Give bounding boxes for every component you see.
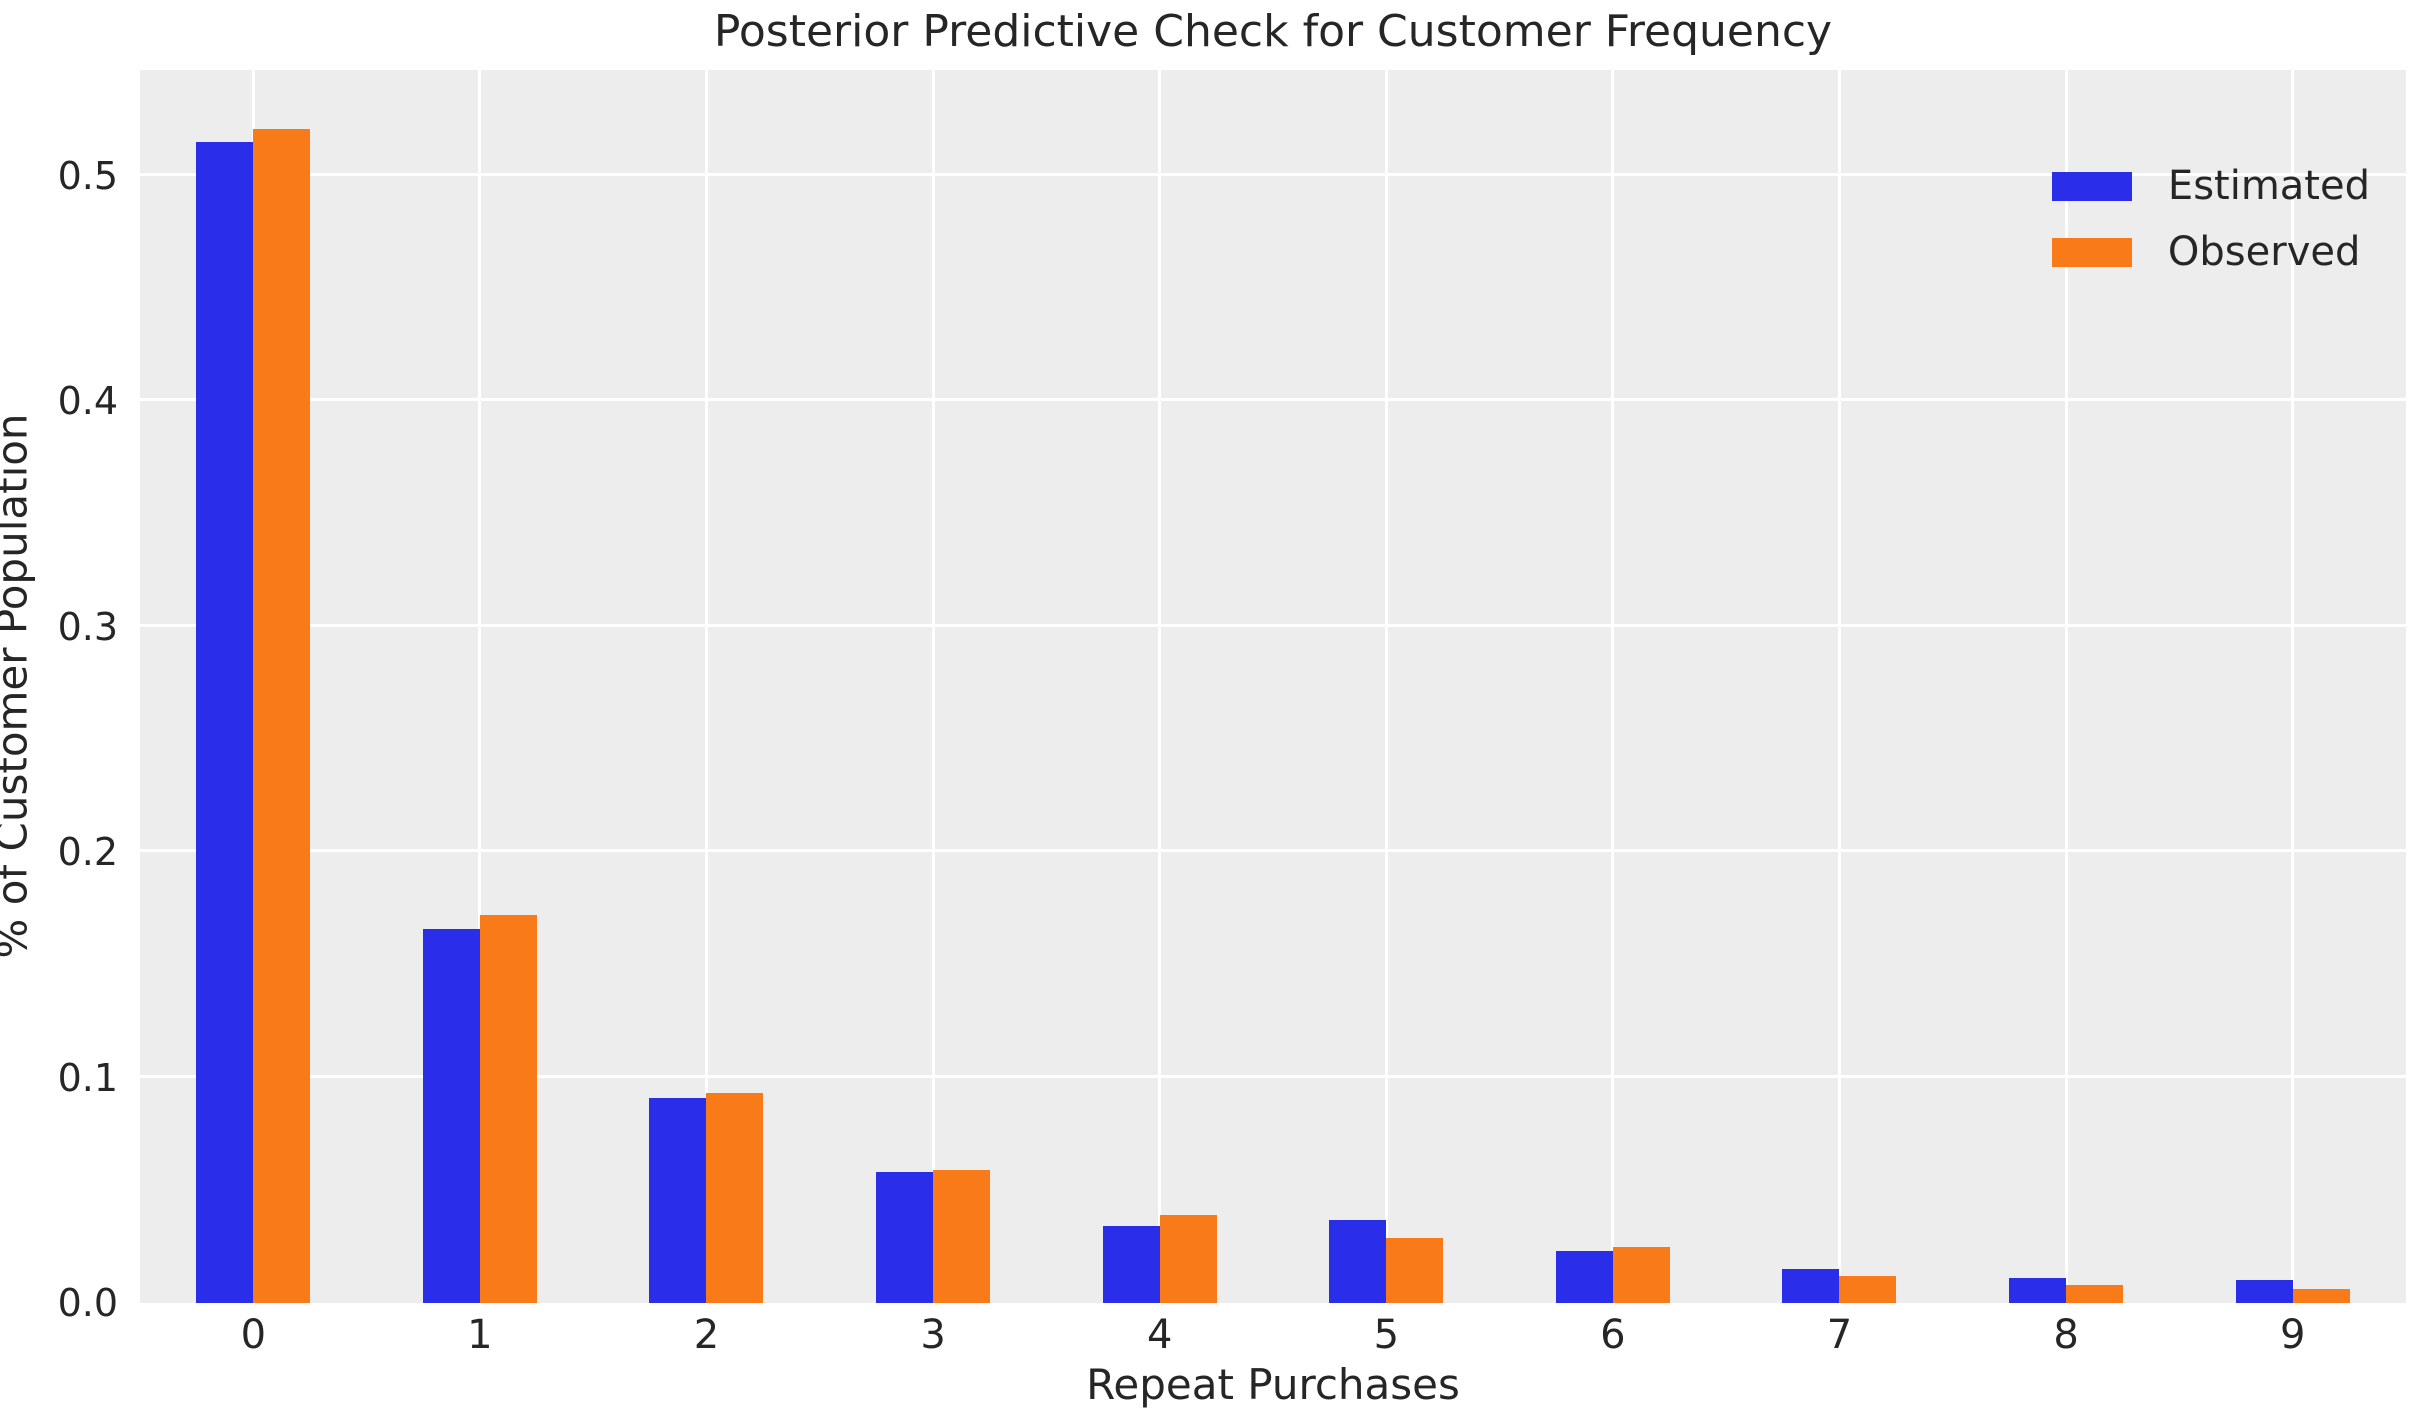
x-tick-label: 1 <box>467 1312 493 1358</box>
estimated-swatch <box>2051 171 2132 201</box>
x-tick-label: 3 <box>920 1312 946 1358</box>
vertical-gridline <box>1838 70 1841 1303</box>
bar-estimated-4 <box>1102 1226 1160 1303</box>
legend: Estimated Observed <box>2051 163 2370 275</box>
horizontal-gridline <box>140 623 2406 627</box>
x-tick-label: 4 <box>1146 1312 1173 1358</box>
vertical-gridline <box>931 70 935 1303</box>
category-slot-6 <box>1500 70 1727 1303</box>
y-tick-label: 0.0 <box>57 1281 118 1325</box>
bar-estimated-3 <box>876 1172 934 1303</box>
bar-observed-6 <box>1612 1246 1670 1303</box>
legend-row-observed: Observed <box>2051 229 2370 275</box>
bar-observed-0 <box>253 128 311 1303</box>
y-tick-label: 0.2 <box>57 830 118 875</box>
bar-estimated-8 <box>2009 1278 2067 1303</box>
bar-observed-5 <box>1386 1237 1444 1303</box>
bar-observed-2 <box>706 1093 764 1303</box>
x-tick-label: 6 <box>1600 1312 1626 1358</box>
horizontal-gridline <box>140 849 2406 853</box>
bar-estimated-5 <box>1329 1219 1387 1303</box>
legend-label-observed: Observed <box>2167 229 2361 275</box>
x-tick-label: 0 <box>240 1312 267 1358</box>
category-slot-4 <box>1046 70 1273 1303</box>
bar-observed-8 <box>2066 1284 2124 1303</box>
horizontal-gridline <box>140 1074 2406 1078</box>
legend-label-estimated: Estimated <box>2167 163 2370 209</box>
bar-observed-7 <box>1839 1275 1897 1303</box>
x-tick-label: 7 <box>1826 1312 1853 1358</box>
y-tick-label: 0.4 <box>57 379 118 424</box>
vertical-gridline <box>2291 70 2295 1303</box>
horizontal-gridline <box>140 398 2406 402</box>
vertical-gridline <box>2064 70 2068 1303</box>
y-tick-label: 0.3 <box>57 604 118 649</box>
x-tick-label: 2 <box>693 1312 720 1358</box>
vertical-gridline <box>1611 70 1615 1303</box>
x-tick-label: 5 <box>1373 1312 1400 1358</box>
bar-estimated-9 <box>2235 1280 2293 1303</box>
y-tick-label: 0.1 <box>57 1055 118 1100</box>
x-axis-label: Repeat Purchases <box>1086 1360 1460 1409</box>
chart-title: Posterior Predictive Check for Customer … <box>713 6 1833 57</box>
vertical-gridline <box>478 70 482 1303</box>
bar-estimated-1 <box>422 928 480 1303</box>
y-tick-label: 0.5 <box>57 153 118 198</box>
vertical-gridline <box>1384 70 1388 1303</box>
category-slot-0 <box>140 70 367 1303</box>
bar-observed-1 <box>479 915 537 1303</box>
bar-observed-4 <box>1159 1215 1217 1303</box>
horizontal-gridline <box>140 172 2406 176</box>
observed-swatch <box>2051 237 2132 267</box>
legend-row-estimated: Estimated <box>2051 163 2370 209</box>
category-slot-9 <box>2179 70 2406 1303</box>
category-slot-7 <box>1726 70 1953 1303</box>
category-slot-5 <box>1273 70 1500 1303</box>
category-slot-8 <box>1953 70 2180 1303</box>
bar-estimated-0 <box>196 142 254 1303</box>
category-slot-1 <box>367 70 594 1303</box>
category-slot-2 <box>593 70 820 1303</box>
bar-estimated-7 <box>1782 1269 1840 1303</box>
vertical-gridline <box>705 70 708 1303</box>
x-tick-label: 9 <box>2279 1312 2306 1358</box>
x-tick-label: 8 <box>2053 1312 2079 1358</box>
bar-observed-3 <box>933 1170 991 1303</box>
plot-area: Estimated Observed <box>140 70 2406 1303</box>
bar-slots <box>140 70 2406 1303</box>
bar-estimated-2 <box>649 1097 707 1303</box>
vertical-gridline <box>1158 70 1162 1303</box>
bar-estimated-6 <box>1555 1251 1613 1303</box>
category-slot-3 <box>820 70 1047 1303</box>
bar-observed-9 <box>2292 1289 2350 1303</box>
